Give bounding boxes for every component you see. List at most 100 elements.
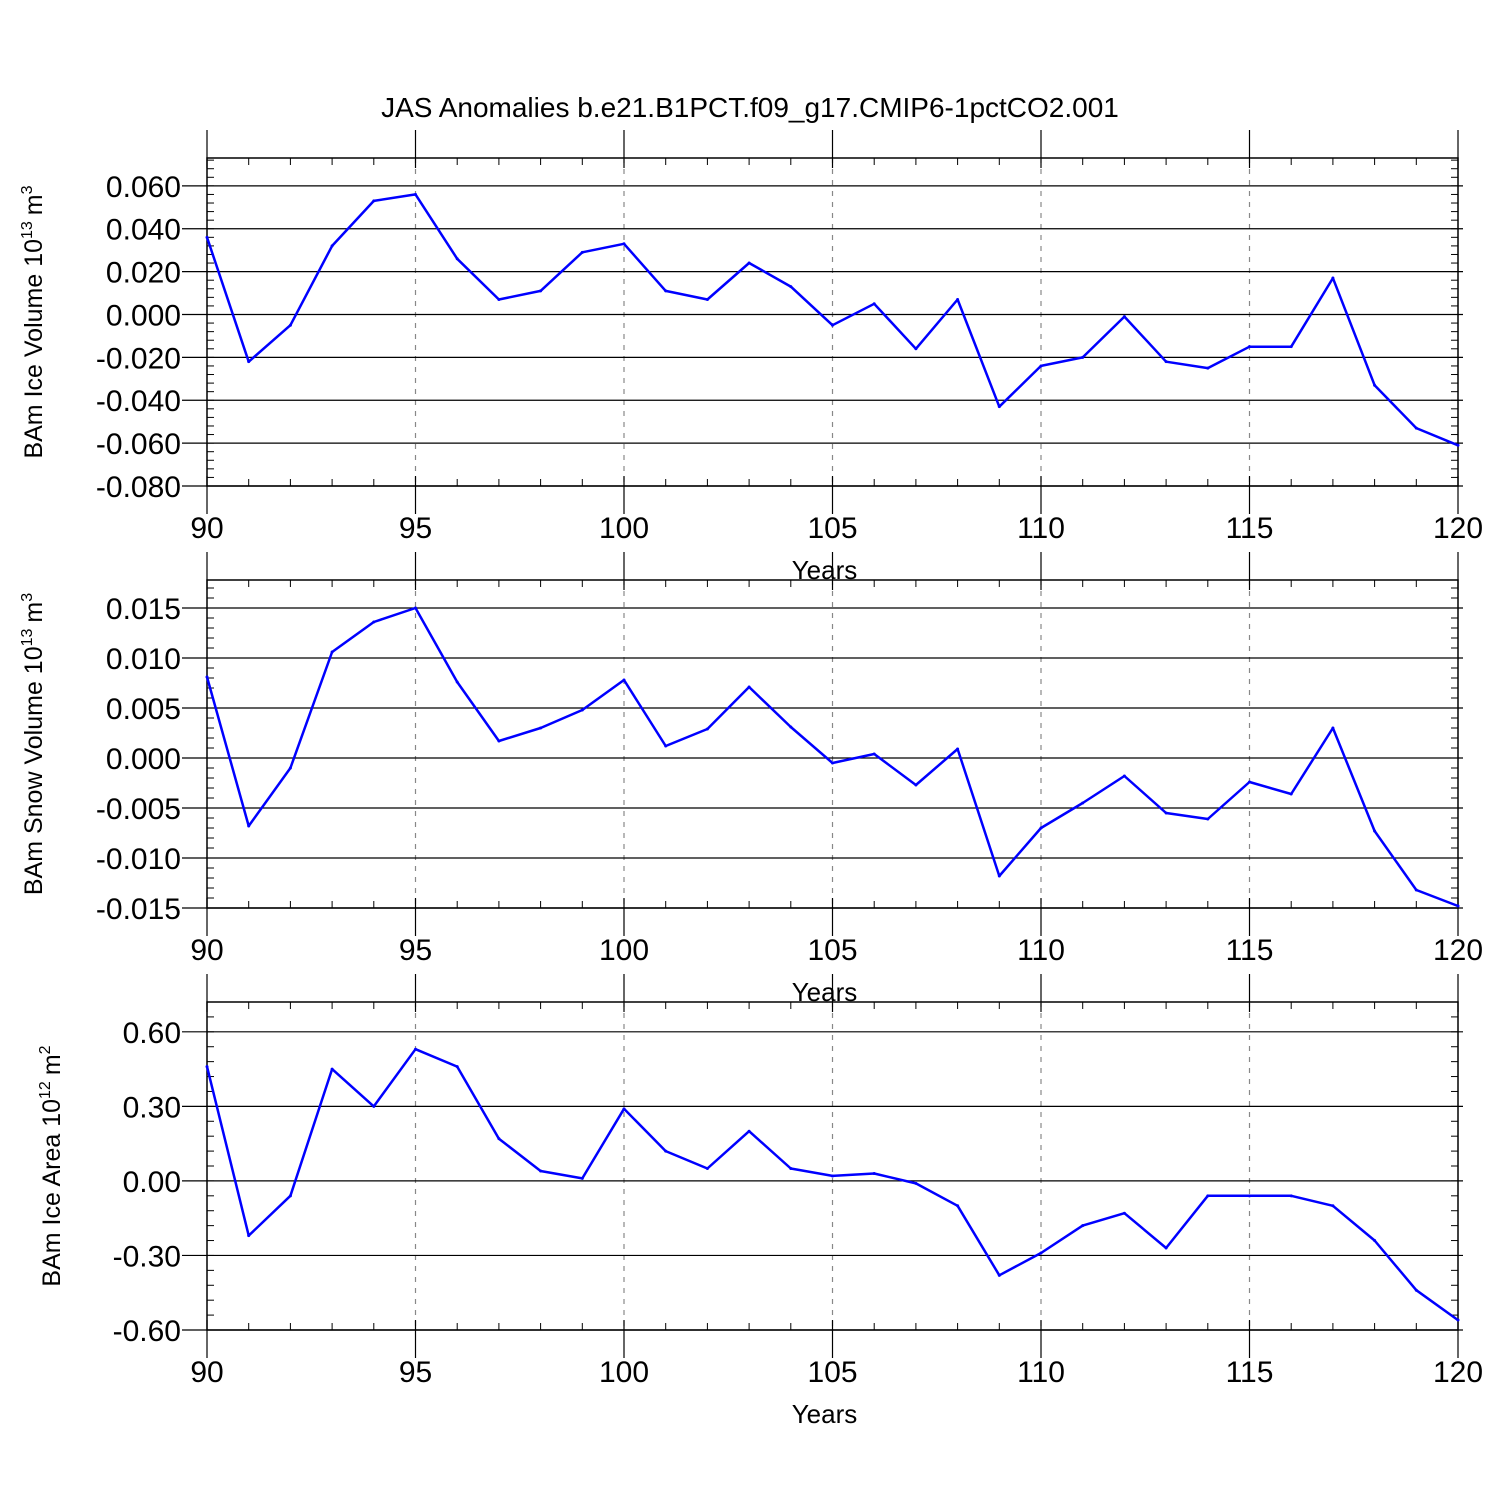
data-point (288, 1194, 292, 1198)
y-tick-label: 0.00 (123, 1166, 181, 1199)
data-point (831, 761, 834, 765)
data-point (872, 752, 876, 756)
data-point (1456, 443, 1460, 447)
data-point (1373, 383, 1377, 387)
y-axis-label-main: BAm Ice Volume 10 (20, 239, 48, 459)
y-axis-label: BAm Ice Area 1012 m2 (37, 1045, 66, 1286)
chart-panel-2: 0.015 0.010 0.005 0.000 -0.005 -0.010 -0.015 90… (19, 552, 1483, 1007)
y-tick-label: 0.005 (106, 693, 181, 726)
y-tick-label: -0.060 (96, 428, 181, 461)
data-point (622, 1107, 626, 1111)
data-point (539, 726, 543, 730)
y-axis-label-exponent: 12 (37, 1081, 54, 1099)
x-tick-label: 110 (1017, 934, 1065, 967)
y-tick-label: 0.015 (106, 593, 181, 626)
data-point (205, 675, 209, 679)
data-point (414, 1047, 417, 1051)
data-point (789, 1166, 793, 1170)
chart-title: JAS Anomalies b.e21.B1PCT.f09_g17.CMIP6-… (381, 92, 1119, 123)
y-axis-label: BAm Snow Volume 1013 m3 (19, 593, 48, 895)
data-point (1331, 276, 1335, 280)
x-tick-label: 105 (807, 934, 857, 967)
data-point (664, 289, 668, 293)
data-point (956, 747, 960, 751)
x-tick-label: 100 (599, 1356, 649, 1389)
y-tick-label: 0.060 (106, 171, 181, 204)
data-point (247, 1234, 251, 1238)
data-point (1081, 1224, 1085, 1228)
data-point (1331, 726, 1335, 730)
data-point (872, 302, 876, 306)
y-axis-label-unit: m (38, 1054, 66, 1075)
data-point (747, 1129, 751, 1133)
y-tick-label: -0.010 (96, 843, 181, 876)
y-axis-label-exponent: 13 (19, 221, 36, 239)
data-point (1373, 1239, 1377, 1243)
data-point (997, 874, 1001, 878)
y-tick-label: -0.080 (96, 471, 181, 504)
data-point (372, 620, 376, 624)
data-point (372, 199, 376, 203)
chart-panel-1: 0.060 0.040 0.020 0.000 -0.020 -0.040 -0.060 -0… (19, 130, 1483, 585)
data-point (455, 1065, 459, 1069)
data-point (1456, 904, 1460, 908)
data-point (789, 285, 793, 289)
data-point (747, 685, 751, 689)
series-line (205, 193, 1459, 447)
x-axis-label: Years (792, 1399, 858, 1429)
data-point (1414, 426, 1418, 430)
data-point (664, 1149, 668, 1153)
y-axis-label-unit-exponent: 3 (19, 593, 36, 602)
data-point (1081, 801, 1085, 805)
data-point (747, 261, 751, 265)
data-point (914, 1181, 918, 1185)
data-point (1206, 366, 1210, 370)
y-axis-label-unit: m (20, 602, 48, 623)
x-tick-label: 115 (1226, 934, 1274, 967)
data-point (664, 744, 668, 748)
x-tick-label: 95 (399, 512, 432, 545)
data-point (705, 297, 709, 301)
x-tick-label: 90 (190, 934, 223, 967)
data-point (1289, 345, 1293, 349)
data-point (705, 1166, 709, 1170)
data-point (1039, 364, 1043, 368)
data-point (956, 297, 960, 301)
x-tick-label: 115 (1226, 512, 1274, 545)
data-point (1456, 1318, 1460, 1322)
data-point (539, 289, 543, 293)
y-axis-label-main: BAm Ice Area 10 (38, 1099, 66, 1287)
x-tick-label: 90 (190, 1356, 223, 1389)
data-point (997, 405, 1001, 409)
x-tick-label: 120 (1433, 1356, 1483, 1389)
data-point (247, 824, 251, 828)
data-point (1248, 780, 1251, 784)
data-point (1039, 1251, 1043, 1255)
y-tick-label: -0.020 (96, 342, 181, 375)
x-tick-label: 105 (807, 1356, 857, 1389)
data-point (330, 244, 334, 248)
data-point (914, 347, 918, 351)
x-tick-label: 120 (1433, 934, 1483, 967)
x-tick-label: 100 (599, 934, 649, 967)
data-point (705, 727, 709, 731)
data-point (372, 1104, 376, 1108)
y-axis-label-unit: m (20, 194, 48, 215)
x-tick-label: 100 (599, 512, 649, 545)
data-point (1414, 888, 1418, 892)
data-point (1373, 829, 1377, 833)
data-point (497, 739, 501, 743)
data-point (1081, 355, 1085, 359)
data-point (1164, 1246, 1168, 1250)
data-point (288, 323, 292, 327)
y-tick-label: -0.60 (113, 1315, 181, 1348)
chart-panel-3: 0.60 0.30 0.00 -0.30 -0.60 90 95 100 105 110 115 12… (37, 974, 1483, 1429)
data-point (1164, 360, 1168, 364)
data-point (288, 766, 292, 770)
data-point (330, 650, 334, 654)
data-point (205, 235, 209, 239)
data-point (247, 360, 251, 364)
data-point (497, 297, 501, 301)
y-axis-label-unit-exponent: 2 (37, 1045, 54, 1054)
data-point (872, 1171, 876, 1175)
